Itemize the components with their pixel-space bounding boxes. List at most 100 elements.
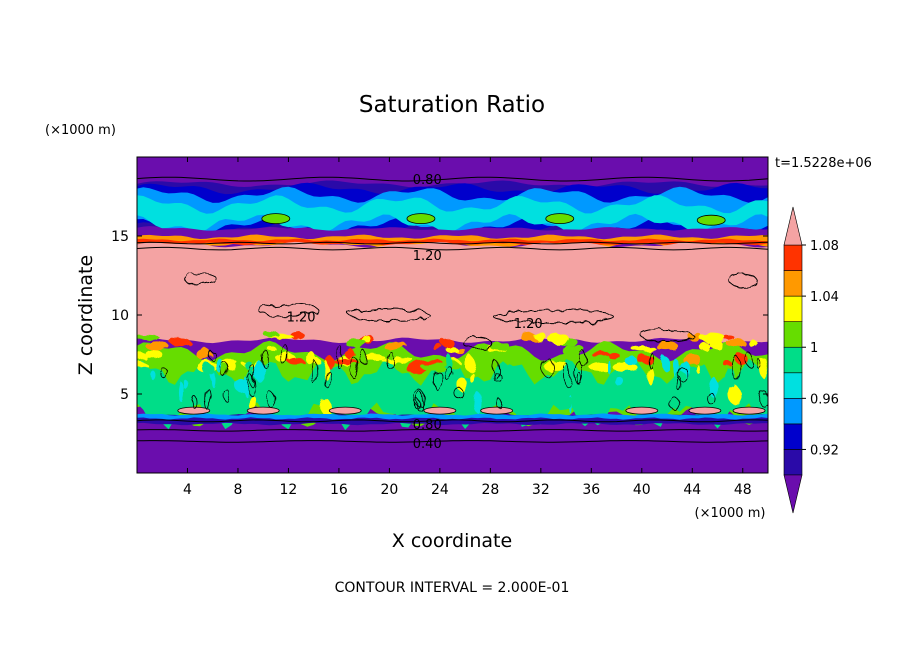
moist-patch — [137, 334, 160, 341]
x-tick-label: 16 — [330, 482, 348, 498]
y-tick-label: 15 — [111, 229, 129, 245]
contour-1.00-cloud — [452, 386, 463, 398]
contour-1.00-cloud — [280, 343, 289, 366]
cloud-fleck — [187, 372, 199, 391]
moist-patch — [630, 345, 656, 351]
cloud-base-lens — [328, 406, 362, 415]
colorbar-segment — [783, 295, 803, 322]
colorbar-low-extension — [783, 474, 803, 514]
moist-patch — [608, 352, 621, 360]
contour-1.00-cloud — [432, 370, 443, 391]
x-tick-label: 12 — [280, 482, 298, 498]
cloud-fleck — [323, 360, 329, 381]
contour-1.20-upper — [137, 246, 768, 251]
moist-patch — [196, 348, 212, 360]
moist-patch — [723, 360, 733, 367]
contour-1.00-cloud — [417, 391, 423, 412]
contour-1.00-cloud — [744, 352, 753, 366]
contour-1.00-cloud — [260, 349, 270, 368]
x-tick-label: 24 — [431, 482, 449, 498]
contour-label: 1.20 — [287, 311, 316, 326]
upper-moist-blob — [261, 213, 291, 225]
contour-1.00-cloud — [249, 363, 255, 388]
cloud-fleck — [727, 383, 740, 404]
cloud-fleck — [615, 376, 624, 386]
contour-1.20-closed — [183, 272, 217, 286]
cloud-base-lens — [625, 406, 659, 415]
colorbar-segment — [783, 321, 803, 348]
cloud-fleck — [625, 355, 637, 367]
moist-patch — [489, 341, 510, 351]
cloud-base-lens — [732, 406, 766, 415]
band-dry-15km — [137, 227, 768, 239]
contour-1.00-cloud — [337, 345, 343, 370]
y-axis-label: Z coordinate — [75, 255, 97, 375]
moist-patch — [417, 360, 444, 365]
contour-1.00-cloud — [223, 389, 231, 403]
moist-patch — [441, 337, 454, 348]
moist-patch — [289, 331, 305, 340]
contour-1.00-cloud — [563, 364, 571, 387]
field-patches — [137, 331, 768, 415]
contour-0.60-lower — [137, 429, 768, 432]
contour-1.20-closed — [348, 308, 430, 322]
cloud-base-lens — [480, 406, 514, 415]
contour-1.00-cloud — [707, 392, 716, 405]
moist-patch — [700, 342, 711, 353]
moist-patch — [703, 334, 723, 344]
contour-label: 1.20 — [413, 249, 442, 264]
cloud-fleck — [708, 378, 720, 398]
moist-patch — [311, 358, 321, 364]
moist-patch — [137, 362, 149, 369]
cloud-fleck — [463, 355, 475, 371]
cloud-base-lens — [688, 406, 722, 415]
contour-1.00-cloud — [579, 351, 588, 368]
moist-patch — [421, 364, 445, 371]
moist-patch — [263, 331, 280, 338]
moist-patch — [382, 342, 408, 350]
cloud-fleck — [243, 377, 248, 397]
contour-label: 0.80 — [413, 418, 442, 433]
moist-patch — [233, 360, 246, 370]
chart-title: Saturation Ratio — [359, 92, 545, 118]
contour-1.00-cloud — [266, 393, 277, 409]
moist-patch — [366, 355, 380, 361]
contour-labels: 0.80 1.20 1.20 1.20 0.80 0.40 — [287, 173, 543, 452]
cloud-fleck — [694, 363, 699, 373]
cloud-fleck — [468, 370, 473, 382]
band-supersaturated — [137, 241, 768, 344]
contour-label: 0.40 — [413, 437, 442, 452]
cloud-fleck — [759, 357, 768, 378]
x-tick-label: 28 — [481, 482, 499, 498]
cloud-fleck — [248, 395, 257, 410]
contour-1.00-cloud — [670, 397, 680, 411]
contour-1.00-cloud — [159, 368, 169, 378]
contour-1.00-cloud — [204, 387, 211, 411]
contour-1.20-closed — [492, 310, 614, 324]
moist-patch — [636, 353, 654, 364]
cloud-fleck — [606, 360, 611, 374]
contour-1.00-cloud — [756, 359, 762, 369]
colorbar-segment — [783, 423, 803, 450]
contour-1.00-cloud — [677, 367, 689, 383]
cloud-fleck — [319, 398, 331, 414]
band-lower-teal — [137, 357, 768, 431]
moist-patch — [145, 341, 169, 350]
moist-patch — [726, 338, 747, 349]
moist-patch — [221, 359, 237, 365]
moist-patch — [144, 349, 162, 359]
x-tick-label: 32 — [532, 482, 550, 498]
moist-patch — [547, 333, 569, 345]
moist-patch — [561, 345, 586, 357]
moist-patch — [168, 337, 190, 345]
contour-1.00-cloud — [493, 373, 503, 383]
x-axis-ticks: 4 8 12 16 20 24 28 32 36 40 44 48 — [183, 157, 752, 498]
cloud-fleck — [177, 381, 184, 402]
colorbar-tick-label: 0.92 — [810, 443, 839, 458]
colorbar-segment — [783, 398, 803, 425]
cloud-fleck — [507, 366, 517, 385]
contour-1.00-cloud — [731, 356, 741, 381]
contour-1.00-cloud — [676, 376, 682, 392]
y-unit-label: (×1000 m) — [45, 123, 116, 138]
